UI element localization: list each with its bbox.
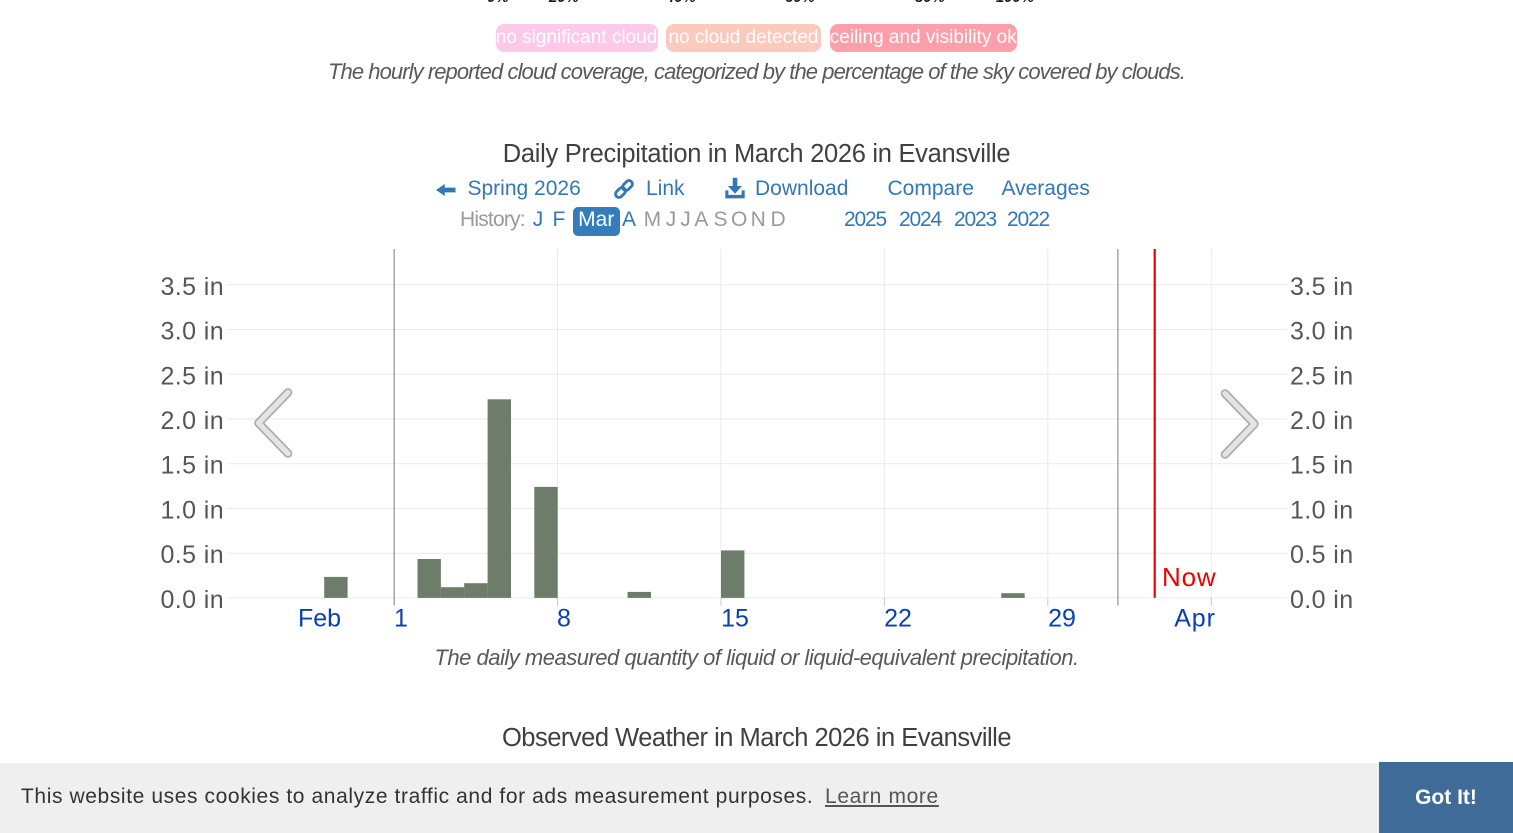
svg-text:1.0 in: 1.0 in [160, 497, 224, 525]
svg-text:3.5 in: 3.5 in [160, 273, 224, 301]
svg-text:2.5 in: 2.5 in [160, 362, 224, 390]
svg-text:3.0 in: 3.0 in [160, 318, 224, 346]
svg-text:Now: Now [1162, 562, 1216, 592]
svg-text:1.5 in: 1.5 in [160, 452, 224, 480]
svg-text:Apr: Apr [1174, 604, 1216, 632]
svg-text:3.0 in: 3.0 in [1290, 318, 1354, 346]
svg-text:1.0 in: 1.0 in [1290, 497, 1354, 525]
svg-text:22: 22 [884, 604, 912, 632]
svg-text:1: 1 [394, 604, 408, 632]
svg-text:2.5 in: 2.5 in [1290, 362, 1354, 390]
svg-text:0.5 in: 0.5 in [160, 541, 224, 569]
svg-text:Feb: Feb [298, 604, 341, 632]
svg-text:15: 15 [721, 604, 749, 632]
svg-text:1.5 in: 1.5 in [1290, 452, 1354, 480]
svg-text:0.5 in: 0.5 in [1290, 541, 1354, 569]
svg-text:3.5 in: 3.5 in [1290, 273, 1354, 301]
svg-text:29: 29 [1048, 604, 1076, 632]
svg-text:8: 8 [557, 604, 571, 632]
svg-text:0.0 in: 0.0 in [160, 586, 224, 614]
svg-text:0.0 in: 0.0 in [1290, 586, 1354, 614]
svg-text:2.0 in: 2.0 in [1290, 407, 1354, 435]
svg-text:2.0 in: 2.0 in [160, 407, 224, 435]
